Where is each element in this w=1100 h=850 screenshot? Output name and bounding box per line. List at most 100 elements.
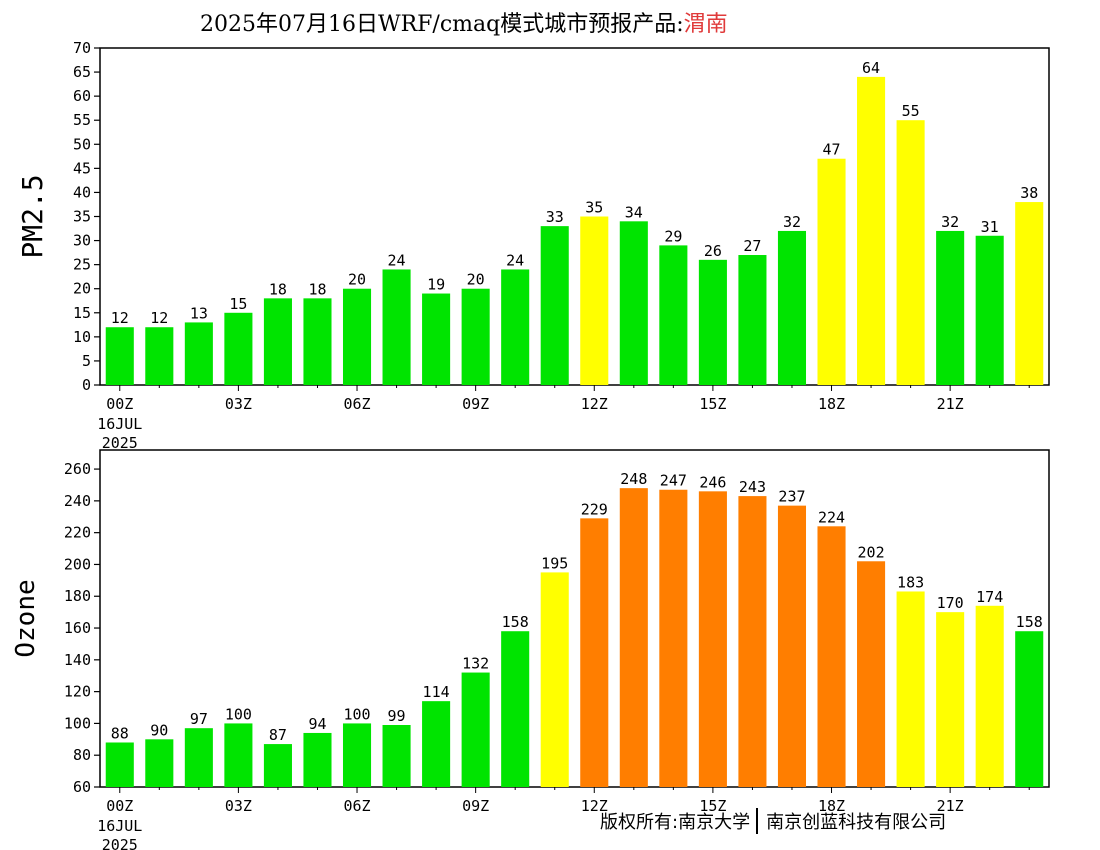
x-tick-label: 21Z <box>937 797 964 815</box>
bar-12Z <box>580 216 609 385</box>
bar-value-label: 20 <box>467 271 485 289</box>
x-tick-label: 03Z <box>225 797 252 815</box>
bar-10Z <box>501 269 530 385</box>
bar-23Z <box>1015 202 1044 385</box>
copyright-company: 南京创蓝科技有限公司 <box>766 812 947 833</box>
x-tick-label: 15Z <box>699 797 726 815</box>
bar-value-label: 132 <box>462 655 489 673</box>
x-tick-label: 06Z <box>343 395 370 413</box>
bar-value-label: 183 <box>897 573 924 591</box>
bar-11Z <box>540 572 569 787</box>
bar-09Z <box>461 672 490 787</box>
bar-value-label: 170 <box>937 594 964 612</box>
bar-value-label: 224 <box>818 508 845 526</box>
bar-value-label: 31 <box>981 218 999 236</box>
bar-value-label: 94 <box>308 715 326 733</box>
x-tick-label: 18Z <box>818 797 845 815</box>
bar-11Z <box>540 226 569 385</box>
bar-value-label: 29 <box>664 227 682 245</box>
y-tick-label: 70 <box>73 39 91 57</box>
y-tick-label: 0 <box>82 376 91 394</box>
bar-value-label: 24 <box>506 251 524 269</box>
bar-value-label: 32 <box>941 213 959 231</box>
y-tick-label: 50 <box>73 135 91 153</box>
bar-value-label: 88 <box>111 724 129 742</box>
x-date-label: 2025 <box>102 434 138 452</box>
bar-value-label: 100 <box>343 705 370 723</box>
bar-value-label: 229 <box>581 500 608 518</box>
bar-04Z <box>263 744 292 787</box>
x-tick-label: 09Z <box>462 395 489 413</box>
bar-06Z <box>342 288 372 385</box>
bar-value-label: 34 <box>625 203 643 221</box>
bar-15Z <box>698 491 727 787</box>
y-tick-label: 10 <box>73 328 91 346</box>
bar-22Z <box>975 235 1004 385</box>
bar-03Z <box>224 312 253 385</box>
y-tick-label: 25 <box>73 256 91 274</box>
bar-value-label: 64 <box>862 59 880 77</box>
bar-00Z <box>105 327 134 385</box>
y-tick-label: 260 <box>64 460 91 478</box>
bar-02Z <box>184 322 213 385</box>
bar-value-label: 247 <box>660 472 687 490</box>
bar-09Z <box>461 288 490 385</box>
bar-13Z <box>619 488 648 787</box>
bar-10Z <box>501 631 530 787</box>
bar-08Z <box>422 293 451 385</box>
bar-17Z <box>777 505 807 787</box>
bar-value-label: 174 <box>976 588 1003 606</box>
bar-value-label: 35 <box>585 199 603 217</box>
y-tick-label: 15 <box>73 304 91 322</box>
bar-03Z <box>224 723 253 787</box>
bar-value-label: 243 <box>739 478 766 496</box>
x-date-label: 2025 <box>102 836 138 850</box>
y-axis-title: PM2.5 <box>16 174 49 258</box>
bar-16Z <box>738 255 767 385</box>
bar-value-label: 202 <box>858 543 885 561</box>
x-tick-label: 00Z <box>106 797 133 815</box>
bar-value-label: 15 <box>229 295 247 313</box>
x-tick-label: 00Z <box>106 395 133 413</box>
bar-19Z <box>857 561 886 787</box>
y-tick-label: 160 <box>64 619 91 637</box>
bar-value-label: 100 <box>225 705 252 723</box>
x-tick-label: 09Z <box>462 797 489 815</box>
bar-19Z <box>857 76 886 385</box>
city-name: 渭南 <box>683 12 728 37</box>
y-tick-label: 100 <box>64 714 91 732</box>
plot-frame <box>99 449 1050 788</box>
bar-16Z <box>738 496 767 787</box>
y-tick-label: 30 <box>73 232 91 250</box>
bar-06Z <box>342 723 372 787</box>
bar-20Z <box>896 591 925 787</box>
bar-14Z <box>659 489 688 787</box>
copyright-owner: 版权所有:南京大学 <box>600 812 751 833</box>
bar-00Z <box>105 742 134 787</box>
y-axis-title: Ozone <box>11 579 41 657</box>
y-tick-label: 240 <box>64 492 91 510</box>
bar-22Z <box>975 605 1004 787</box>
bar-value-label: 248 <box>620 470 647 488</box>
bar-value-label: 97 <box>190 710 208 728</box>
bar-07Z <box>382 269 411 385</box>
y-tick-label: 180 <box>64 587 91 605</box>
bar-value-label: 13 <box>190 304 208 322</box>
y-tick-label: 200 <box>64 555 91 573</box>
bar-value-label: 158 <box>502 613 529 631</box>
bar-02Z <box>184 728 213 787</box>
bar-18Z <box>817 526 846 787</box>
bar-12Z <box>580 518 609 787</box>
bar-value-label: 195 <box>541 554 568 572</box>
bar-value-label: 158 <box>1016 613 1043 631</box>
y-tick-label: 35 <box>73 208 91 226</box>
bar-18Z <box>817 158 846 385</box>
bar-05Z <box>303 732 332 787</box>
y-tick-label: 80 <box>73 746 91 764</box>
bar-value-label: 237 <box>778 488 805 506</box>
bar-08Z <box>422 701 451 787</box>
bar-value-label: 26 <box>704 242 722 260</box>
y-tick-label: 220 <box>64 524 91 542</box>
bar-value-label: 12 <box>150 309 168 327</box>
bar-value-label: 87 <box>269 726 287 744</box>
